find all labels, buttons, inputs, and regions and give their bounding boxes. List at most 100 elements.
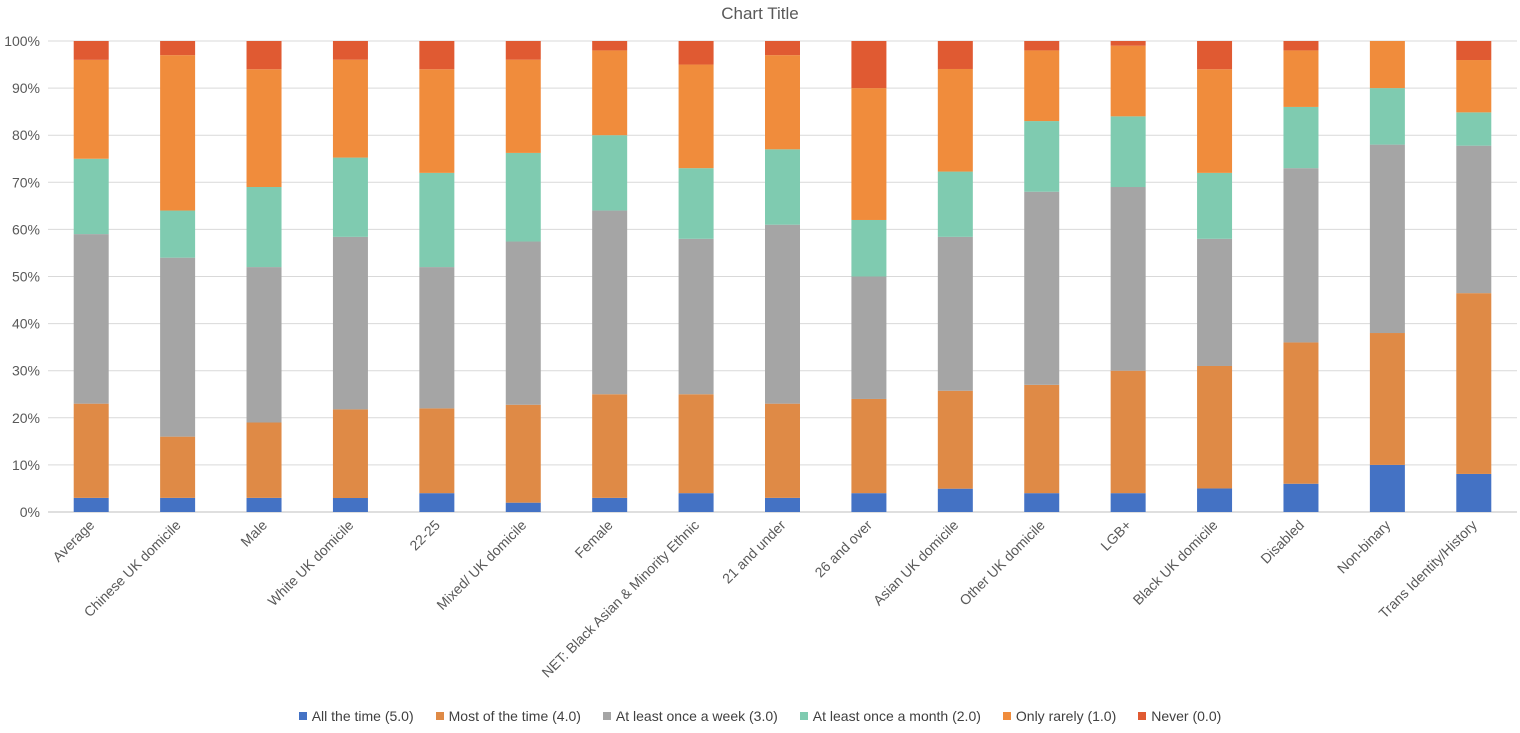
bar-segment: [851, 219, 887, 277]
bar-segment: [592, 50, 628, 136]
x-tick-label: Asian UK domicile: [870, 517, 962, 609]
bar-segment: [419, 41, 455, 70]
bar-segment: [765, 55, 800, 150]
bar-segment: [505, 241, 541, 405]
bar-segment: [1110, 45, 1146, 117]
bar-segment: [592, 210, 628, 395]
legend-item: Never (0.0): [1138, 708, 1221, 724]
bar-segment: [419, 493, 455, 512]
legend-swatch: [799, 712, 808, 720]
bar-segment: [246, 497, 282, 512]
x-tick-label: Black UK domicile: [1130, 517, 1221, 608]
bar-segment: [937, 236, 973, 391]
bar-segment: [1369, 464, 1405, 512]
bar-segment: [246, 187, 282, 268]
bar-segment: [1024, 384, 1060, 494]
bar-segment: [505, 41, 541, 60]
x-tick-label: 22-25: [406, 517, 443, 554]
bar-segment: [678, 238, 714, 395]
bar-segment: [505, 502, 541, 512]
x-tick-label: White UK domicile: [264, 517, 356, 609]
bar-segment: [332, 498, 368, 512]
x-tick-label: Chinese UK domicile: [81, 517, 184, 620]
bar-segment: [1024, 50, 1060, 122]
bar-segment: [505, 152, 541, 242]
bar-segment: [505, 59, 541, 153]
x-tick-label: LGB+: [1097, 517, 1134, 554]
bar-segment: [1456, 145, 1492, 294]
y-tick-label: 40%: [12, 316, 40, 332]
bar-segment: [73, 403, 109, 498]
bar-segment: [592, 394, 628, 498]
y-tick-label: 50%: [12, 269, 40, 285]
legend-swatch: [1002, 712, 1011, 720]
bar-segment: [678, 41, 714, 65]
bar-segment: [1283, 483, 1319, 512]
bar-segment: [851, 88, 887, 220]
bar-segment: [1024, 121, 1060, 192]
legend-item: At least once a week (3.0): [602, 708, 778, 724]
bar-segment: [246, 69, 282, 188]
legend-label: Most of the time (4.0): [448, 708, 581, 724]
legend-swatch: [602, 712, 611, 720]
bar-segment: [1369, 88, 1405, 145]
bar-segment: [332, 157, 368, 237]
stacked-bar-chart: 0% 10% 20% 30% 40% 50% 60% 70% 80% 90% 100% Average…: [4, 33, 1517, 681]
x-tick-label: Female: [571, 517, 615, 561]
bar-segment: [160, 210, 196, 258]
bar-segment: [1283, 342, 1319, 484]
bar-segment: [937, 390, 973, 489]
bar-segment: [765, 41, 800, 56]
x-tick-label: Trans Identity/History: [1375, 517, 1479, 621]
bar-segment: [1197, 238, 1233, 366]
bar-segment: [160, 257, 196, 437]
bar-segment: [1110, 41, 1146, 46]
bar-segment: [765, 403, 800, 498]
bar-segment: [419, 172, 455, 268]
legend-swatch: [435, 712, 444, 720]
legend-label: At least once a month (2.0): [812, 708, 981, 724]
bar-segment: [1024, 41, 1060, 51]
x-tick-label: 26 and over: [811, 517, 875, 581]
x-tick-label: 21 and under: [719, 517, 789, 587]
y-tick-label: 30%: [12, 363, 40, 379]
bar-segment: [765, 224, 800, 404]
bar-segment: [1024, 191, 1060, 385]
bar-segment: [851, 493, 887, 512]
bar-segment: [765, 497, 800, 512]
bar-segment: [1283, 50, 1319, 107]
legend-swatch: [298, 712, 307, 720]
bar-segment: [1197, 172, 1233, 239]
bar-segment: [1110, 493, 1146, 512]
legend-swatch: [1138, 712, 1147, 720]
y-tick-label: 90%: [12, 80, 40, 96]
legend-item: Only rarely (1.0): [1002, 708, 1116, 724]
legend-item: Most of the time (4.0): [435, 708, 581, 724]
bar-segment: [678, 64, 714, 169]
bar-segment: [1283, 106, 1319, 169]
bar-segment: [1456, 60, 1492, 113]
bar-segment: [1456, 112, 1492, 146]
y-tick-label: 0%: [20, 504, 40, 520]
y-tick-label: 80%: [12, 127, 40, 143]
bar-segment: [332, 59, 368, 158]
bar-segment: [1110, 370, 1146, 494]
bar-segment: [851, 276, 887, 399]
bar-segment: [851, 398, 887, 494]
bar-segment: [1456, 41, 1492, 61]
chart-title: Chart Title: [721, 4, 799, 23]
x-tick-label: Other UK domicile: [956, 517, 1048, 609]
bar-segment: [678, 168, 714, 239]
x-tick-label: Average: [49, 517, 97, 565]
bar-segment: [1283, 168, 1319, 343]
bar-segment: [592, 497, 628, 512]
bar-segment: [73, 234, 109, 404]
x-tick-label: Mixed/ UK domicile: [433, 517, 529, 613]
legend: All the time (5.0) Most of the time (4.0)…: [0, 708, 1520, 724]
bar-segment: [332, 236, 368, 410]
bar-segment: [937, 488, 973, 512]
bar-segment: [246, 422, 282, 498]
bar-segment: [160, 436, 196, 498]
bar-segment: [851, 41, 887, 89]
bar-segment: [1110, 116, 1146, 188]
